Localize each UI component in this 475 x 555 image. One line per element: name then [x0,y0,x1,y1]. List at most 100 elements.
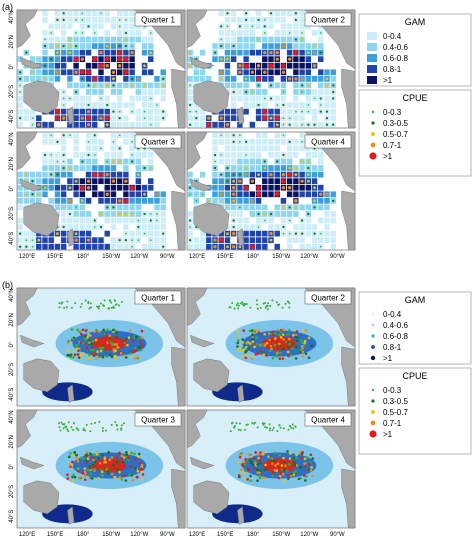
grid-cell [85,197,92,204]
cpue-dot [306,160,310,163]
grid-cell [286,36,293,43]
cpue-dot [232,179,236,183]
grid-cell [73,108,79,115]
land [237,384,245,403]
cpue-dot [130,473,134,477]
grid-cell [123,204,129,211]
cpue-dot [249,244,255,250]
cpue-dot [226,232,229,236]
grid-cell [212,56,218,63]
cpue-dot [83,470,87,474]
cpue-dot [91,352,94,356]
cpue-dot [281,172,286,177]
grid-cell [212,43,218,49]
grid-cell [116,69,123,76]
grid-cell [129,102,135,108]
grid-cell [60,230,67,237]
cpue-dot [188,64,192,68]
grid-cell [299,145,305,152]
grid-cell [218,184,224,191]
cpue-dot [121,300,124,303]
cpue-dot [87,103,90,107]
grid-cell [274,62,280,69]
cpue-dot [236,307,239,310]
cpue-dot [56,232,59,236]
cpue-dot [89,452,92,455]
cpue-dot [257,38,260,41]
grid-cell [255,158,262,165]
grid-cell [318,171,324,178]
grid-cell [36,75,42,82]
cpue-dot [105,355,109,358]
cpue-dot [132,350,135,354]
grid-cell [249,204,256,211]
grid-cell [262,75,268,82]
grid-cell [293,30,299,36]
grid-cell [123,158,129,165]
grid-cell [293,69,299,76]
grid-cell [98,165,104,171]
grid-cell [110,243,117,250]
grid-cell [148,36,154,43]
cpue-dot [143,212,146,216]
cpue-dot [88,341,91,345]
cpue-dot [63,306,66,309]
cpue-dot [103,461,106,464]
cpue-dot [61,116,66,120]
cpue-dot [81,12,84,15]
cpue-dot [188,103,192,107]
cpue-dot [94,338,98,342]
legend-swatch [371,121,375,125]
grid-cell [98,102,104,108]
cpue-dot [123,341,127,345]
grid-cell [98,243,104,250]
cpue-dot [231,192,236,196]
cpue-dot [112,110,115,113]
grid-cell [42,158,48,165]
grid-cell [36,171,42,178]
grid-cell [129,23,135,30]
cpue-dot [131,245,133,248]
cpue-dot [259,349,262,353]
cpue-dot [220,134,223,137]
cpue-dot [269,50,273,55]
grid-cell [141,102,148,108]
lat-label: 20°S [9,485,15,498]
grid-cell [48,197,54,204]
grid-cell [330,211,336,217]
cpue-dot [249,306,252,309]
cpue-dot [250,199,255,203]
cpue-dot [68,38,72,41]
grid-cell [123,191,129,198]
cpue-dot [299,348,303,352]
cpue-dot [289,335,292,338]
cpue-dot [74,44,78,48]
land [193,480,230,515]
cpue-dot [263,332,266,336]
cpue-dot [268,423,271,426]
cpue-dot [118,304,121,307]
grid-cell [92,115,98,122]
cpue-dot [91,456,95,460]
cpue-dot [120,428,123,431]
cpue-dot [286,350,290,354]
grid-cell [116,178,123,185]
grid-cell [67,121,73,128]
grid-cell [262,178,268,185]
grid-cell [199,49,206,56]
lat-label: 0° [9,63,15,69]
legend-swatch [371,399,375,403]
grid-cell [154,82,160,89]
cpue-dot [123,198,129,204]
cpue-dot [297,477,301,481]
grid-cell [110,165,117,171]
grid-cell [293,211,299,217]
grid-cell [98,75,104,82]
legend-label: 0.3-0.5 [383,397,408,406]
grid-cell [330,108,336,115]
grid-cell [141,69,148,76]
grid-cell [48,237,54,244]
grid-cell [104,217,110,224]
grid-cell [154,108,160,115]
grid-cell [280,108,287,115]
